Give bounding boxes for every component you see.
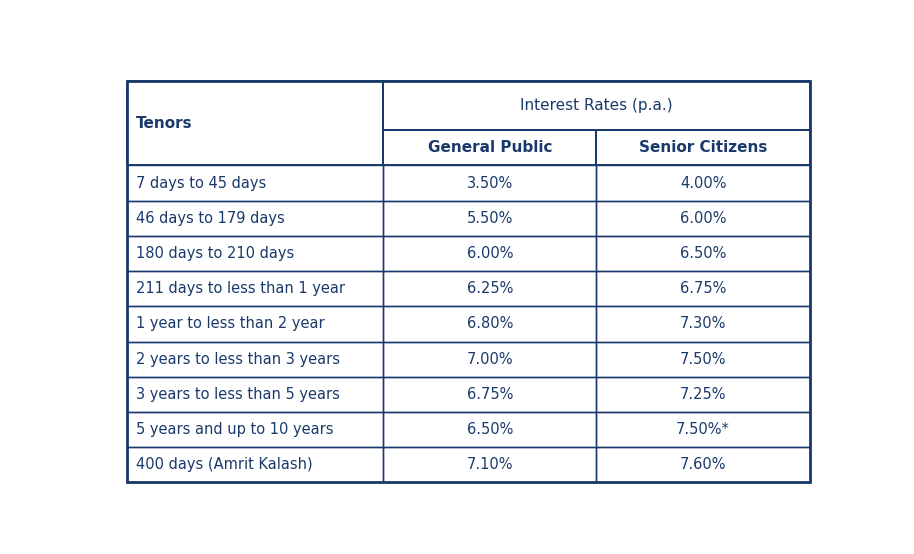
Text: 2 years to less than 3 years: 2 years to less than 3 years	[136, 352, 340, 367]
Text: 7.50%: 7.50%	[680, 352, 727, 367]
Text: 46 days to 179 days: 46 days to 179 days	[136, 211, 285, 226]
Bar	[597, 412, 810, 447]
Text: Tenors: Tenors	[136, 116, 193, 131]
Bar	[383, 377, 597, 412]
Text: Senior Citizens: Senior Citizens	[639, 141, 768, 156]
Text: 6.25%: 6.25%	[466, 281, 513, 296]
Bar	[597, 131, 810, 166]
Text: 180 days to 210 days: 180 days to 210 days	[136, 246, 294, 261]
Bar	[383, 412, 597, 447]
Bar	[597, 341, 810, 377]
Bar	[127, 81, 383, 166]
Bar	[597, 447, 810, 483]
Bar	[127, 166, 383, 201]
Text: Interest Rates (p.a.): Interest Rates (p.a.)	[520, 99, 673, 114]
Bar	[127, 201, 383, 236]
Text: 6.75%: 6.75%	[466, 387, 513, 402]
Text: 6.00%: 6.00%	[680, 211, 727, 226]
Text: 5.50%: 5.50%	[466, 211, 513, 226]
Bar	[383, 271, 597, 306]
Bar	[127, 306, 383, 341]
Bar	[383, 81, 810, 131]
Text: 7.30%: 7.30%	[680, 316, 727, 331]
Bar	[597, 201, 810, 236]
Bar	[383, 131, 597, 166]
Bar	[597, 271, 810, 306]
Bar	[383, 306, 597, 341]
Text: 3 years to less than 5 years: 3 years to less than 5 years	[136, 387, 340, 402]
Text: 5 years and up to 10 years: 5 years and up to 10 years	[136, 422, 334, 437]
Text: 7.10%: 7.10%	[466, 457, 513, 473]
Bar	[127, 341, 383, 377]
Text: 4.00%: 4.00%	[680, 176, 727, 191]
Bar	[597, 377, 810, 412]
Bar	[383, 341, 597, 377]
Bar	[597, 166, 810, 201]
Text: 211 days to less than 1 year: 211 days to less than 1 year	[136, 281, 345, 296]
Text: 6.75%: 6.75%	[680, 281, 727, 296]
Bar	[383, 166, 597, 201]
Text: General Public: General Public	[428, 141, 552, 156]
Bar	[127, 271, 383, 306]
Text: 7 days to 45 days: 7 days to 45 days	[136, 176, 267, 191]
Bar	[597, 236, 810, 271]
Bar	[127, 236, 383, 271]
Text: 7.60%: 7.60%	[680, 457, 727, 473]
Text: 400 days (Amrit Kalash): 400 days (Amrit Kalash)	[136, 457, 313, 473]
Bar	[383, 201, 597, 236]
Text: 1 year to less than 2 year: 1 year to less than 2 year	[136, 316, 324, 331]
Bar	[127, 412, 383, 447]
Text: 7.00%: 7.00%	[466, 352, 513, 367]
Text: 6.50%: 6.50%	[466, 422, 513, 437]
Text: 7.50%*: 7.50%*	[676, 422, 730, 437]
Text: 6.80%: 6.80%	[466, 316, 513, 331]
Bar	[127, 377, 383, 412]
Bar	[383, 236, 597, 271]
Bar	[597, 306, 810, 341]
Text: 6.00%: 6.00%	[466, 246, 513, 261]
Text: 6.50%: 6.50%	[680, 246, 727, 261]
Bar	[127, 447, 383, 483]
Text: 7.25%: 7.25%	[680, 387, 727, 402]
Bar	[383, 447, 597, 483]
Text: 3.50%: 3.50%	[467, 176, 513, 191]
